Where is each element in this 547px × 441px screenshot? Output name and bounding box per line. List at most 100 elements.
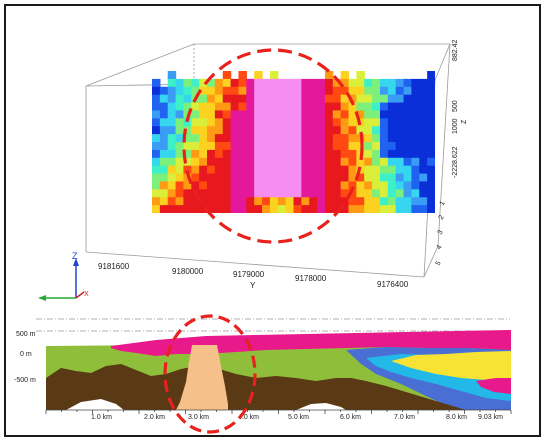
voxel-cell [364,134,373,143]
voxel-cell [152,126,161,135]
voxel-cell [269,102,279,112]
voxel-cell [214,197,224,206]
voxel-cell [199,126,208,135]
voxel-cell [372,110,381,119]
voxel-cell [175,126,185,135]
voxel-cell [419,78,428,88]
voxel-cell [387,110,397,119]
voxel-cell [427,134,435,143]
voxel-cell [372,189,381,198]
voxel-cell [238,78,247,88]
voxel-cell [348,110,357,119]
voxel-cell [387,197,397,206]
voxel-cell [246,78,255,88]
voxel-cell [427,126,435,135]
voxel-cell [317,118,326,127]
voxel-cell [395,165,405,175]
voxel-cell [411,157,420,167]
voxel-cell [332,149,342,159]
voxel-cell [254,173,263,183]
voxel-cell [159,126,169,135]
voxel-cell [317,86,326,96]
voxel-cell [207,157,216,167]
voxel-cell [324,149,334,159]
voxel-cell [269,197,279,206]
voxel-cell [387,181,397,190]
voxel-cell [277,157,287,167]
voxel-cell [230,86,240,96]
voxel-cell [262,142,271,151]
voxel-cell [379,78,389,88]
voxel-cell [262,197,271,206]
volume-3d-panel: 9181600 9180000 9179000 9178000 9176400 … [38,39,468,301]
voxel-cell [356,181,365,190]
voxel-cell [364,181,373,190]
voxel-cell [152,142,161,151]
voxel-cell [348,78,357,88]
voxel-cell [199,118,208,127]
voxel-cell [372,181,381,190]
voxel-cell [403,157,413,167]
voxel-cell [332,94,342,104]
voxel-cell [214,118,224,127]
voxel-cell [285,102,295,112]
distance-label: 9.03 km [478,414,503,421]
voxel-cell [324,189,334,198]
voxel-cell [340,102,350,112]
voxel-cell [379,157,389,167]
z-tick-label: -2228.622 [452,146,459,178]
voxel-cell [387,94,397,104]
voxel-cell [183,78,192,88]
voxel-cell [254,94,263,104]
voxel-cell [238,94,247,104]
voxel-cell [222,102,232,112]
voxel-cell [285,165,295,175]
voxel-cell [324,173,334,183]
depth-axis: 500 m 0 m -500 m [14,331,36,384]
distance-label: 7.0 km [394,414,415,421]
voxel-cell [199,197,208,206]
voxel-cell [167,173,177,183]
voxel-cell [222,118,232,127]
voxel-cell [348,157,357,167]
voxel-cell [340,134,350,143]
voxel-cell [427,78,435,88]
voxel-cell [309,86,318,96]
voxel-cell [183,189,192,198]
voxel-cell [348,102,357,112]
voxel-cell [191,134,200,143]
voxel-cell [419,157,428,167]
voxel-cell [152,189,161,198]
voxel-cell [254,189,263,198]
voxel-cell [207,134,216,143]
voxel-cell [214,110,224,119]
distance-label: 5.0 km [288,414,309,421]
voxel-cell [183,134,192,143]
voxel-cell [175,189,185,198]
voxel-cell [214,165,224,175]
y-axis-label: Y [250,281,256,290]
voxel-cell [395,86,405,96]
voxel-cell [238,189,247,198]
voxel-cell [262,118,271,127]
voxel-cell [199,102,208,112]
voxel-cell [222,189,232,198]
voxel-cell [317,110,326,119]
voxel-cell [159,173,169,183]
voxel-cell [214,181,224,190]
distance-label: 8.0 km [446,414,467,421]
voxel-cell [152,205,161,213]
voxel-cell [309,126,318,135]
voxel-cell [199,134,208,143]
voxel-cell [167,78,177,88]
voxel-cell [301,126,310,135]
voxel-cell [152,173,161,183]
voxel-cell [364,102,373,112]
voxel-cell [364,157,373,167]
voxel-cell [214,157,224,167]
voxel-cell [372,205,381,213]
voxel-cell [403,197,413,206]
voxel-cell [403,149,413,159]
voxel-cell [277,118,287,127]
voxel-cell [246,205,255,213]
